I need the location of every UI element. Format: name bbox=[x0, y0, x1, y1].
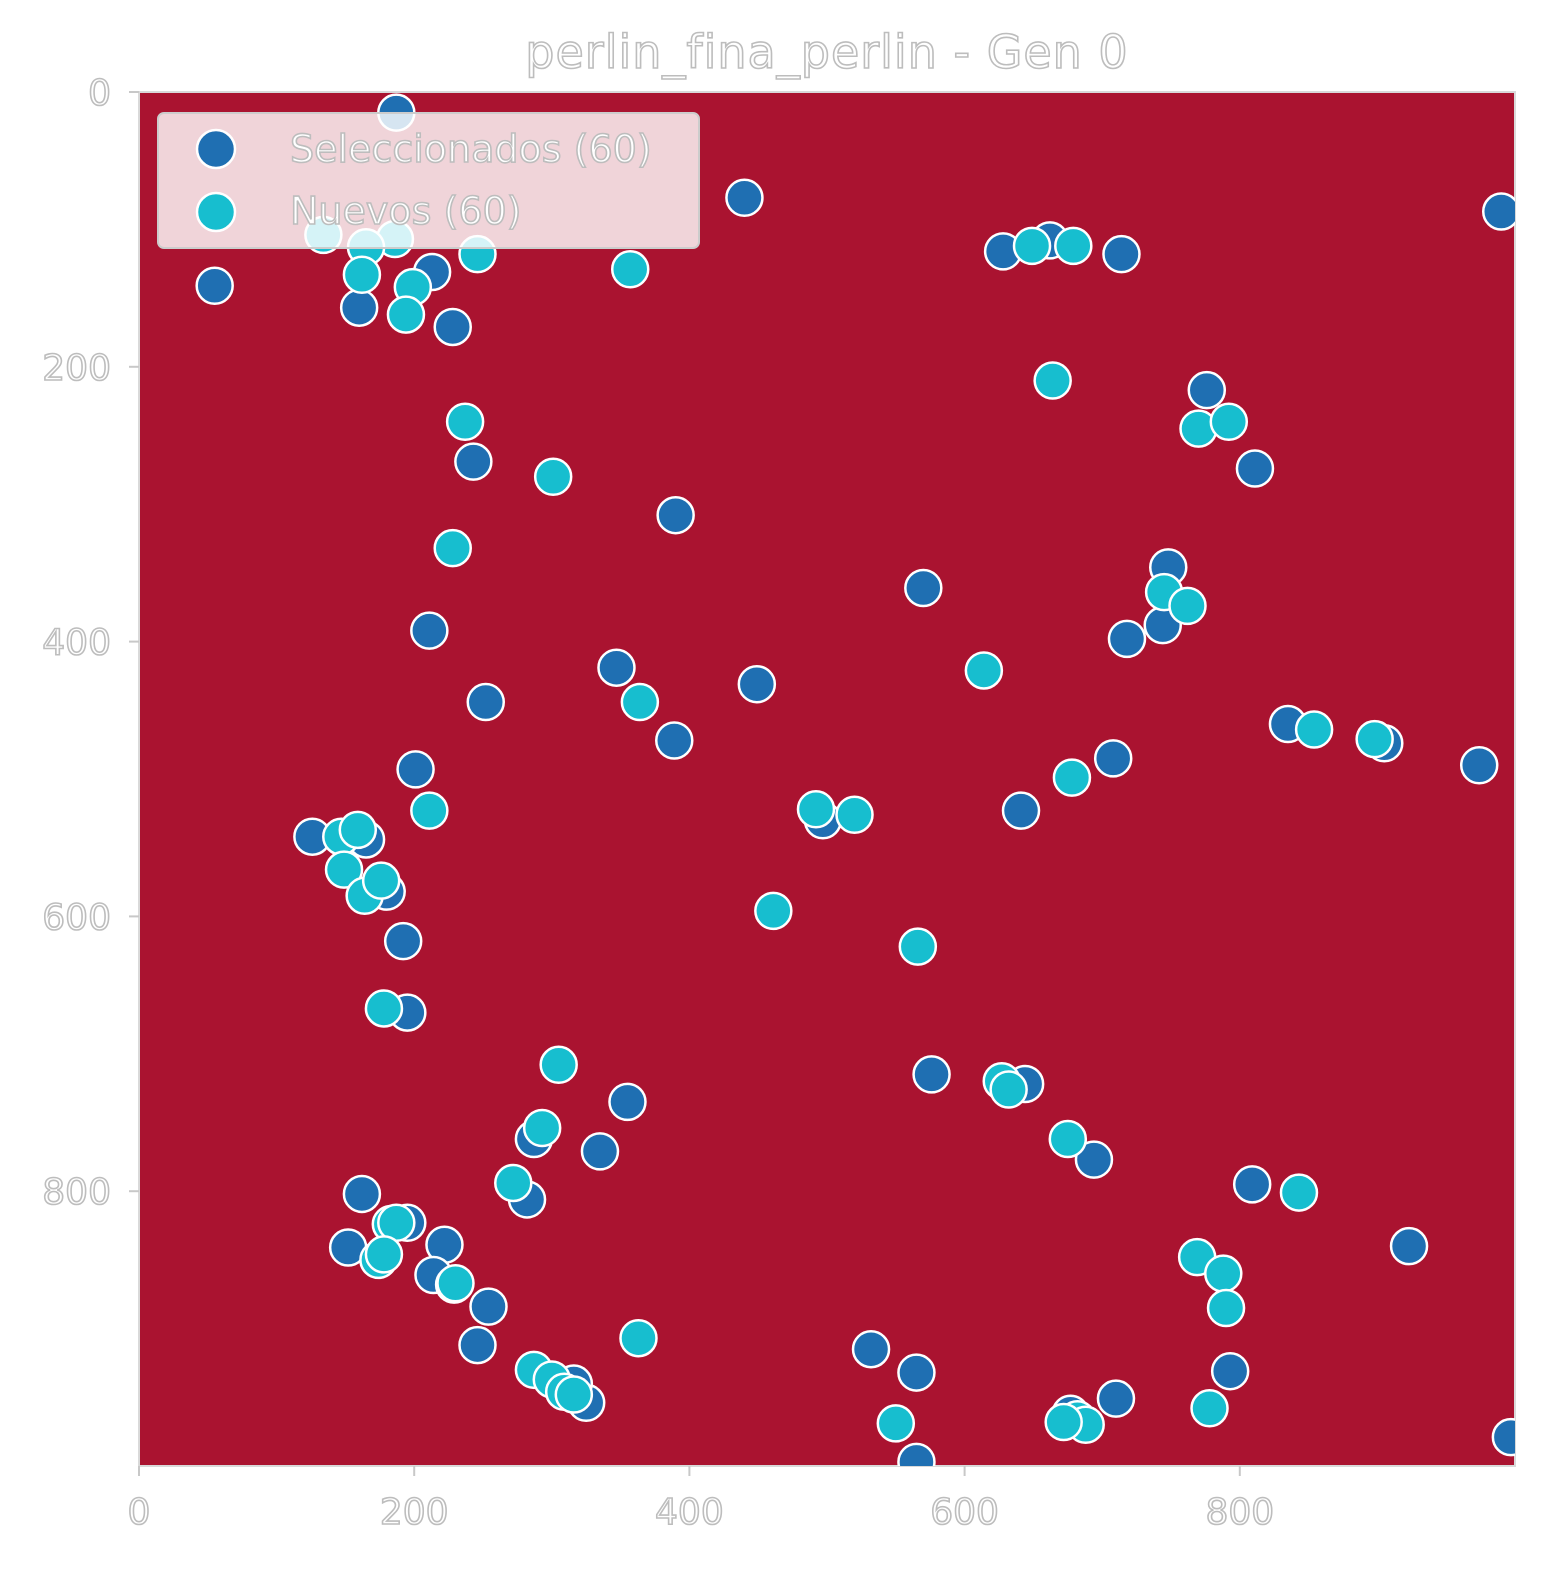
seleccionados-point bbox=[1235, 449, 1275, 488]
seleccionados-point bbox=[912, 1055, 951, 1094]
seleccionados-point bbox=[1107, 619, 1147, 659]
nuevos-point bbox=[835, 795, 874, 834]
nuevos-point bbox=[533, 457, 573, 496]
nuevos-point bbox=[386, 295, 426, 334]
seleccionados-point bbox=[339, 288, 379, 327]
nuevos-point bbox=[1294, 710, 1334, 749]
y-tick-label: 600 bbox=[42, 897, 111, 938]
nuevos-point bbox=[1279, 1173, 1319, 1212]
nuevos-point bbox=[436, 1264, 475, 1303]
nuevos-point bbox=[876, 1404, 916, 1443]
seleccionados-point bbox=[655, 721, 694, 760]
x-tick-label: 0 bbox=[128, 1492, 151, 1533]
legend-marker-seleccionados bbox=[195, 128, 237, 170]
seleccionados-point bbox=[608, 1082, 647, 1122]
legend-marker-nuevos bbox=[195, 191, 237, 233]
nuevos-point bbox=[539, 1045, 578, 1085]
nuevos-point bbox=[342, 255, 382, 294]
plot-frame bbox=[138, 91, 1516, 1467]
seleccionados-point bbox=[383, 921, 423, 961]
nuevos-point bbox=[364, 989, 404, 1028]
seleccionados-point bbox=[1102, 234, 1141, 274]
nuevos-point bbox=[1209, 402, 1249, 442]
y-tick-label: 400 bbox=[42, 623, 111, 664]
seleccionados-point bbox=[1093, 739, 1133, 778]
nuevos-point bbox=[433, 528, 472, 568]
legend-label-nuevos: Nuevos (60) bbox=[290, 189, 522, 233]
legend-box bbox=[157, 112, 700, 249]
nuevos-point bbox=[522, 1108, 562, 1148]
nuevos-point bbox=[1044, 1402, 1083, 1442]
nuevos-point bbox=[989, 1070, 1028, 1109]
nuevos-point bbox=[754, 891, 793, 931]
nuevos-point bbox=[964, 651, 1004, 690]
nuevos-point bbox=[1012, 226, 1052, 266]
seleccionados-point bbox=[1481, 192, 1515, 231]
nuevos-point bbox=[1168, 586, 1207, 626]
seleccionados-point bbox=[897, 1442, 936, 1466]
seleccionados-point bbox=[466, 682, 506, 722]
nuevos-point bbox=[324, 850, 364, 889]
nuevos-point bbox=[494, 1163, 533, 1203]
nuevos-point bbox=[410, 791, 449, 830]
seleccionados-point bbox=[1459, 746, 1499, 785]
seleccionados-point bbox=[1389, 1226, 1429, 1266]
nuevos-point bbox=[1048, 1119, 1088, 1159]
nuevos-point bbox=[1190, 1389, 1229, 1428]
x-tick-label: 800 bbox=[1205, 1492, 1274, 1533]
nuevos-point bbox=[898, 927, 938, 966]
axis-ticks: 0 200 400 600 800 0 200 400 600 800 bbox=[41, 72, 1274, 1534]
nuevos-point bbox=[1355, 719, 1394, 759]
seleccionados-point bbox=[725, 178, 764, 218]
nuevos-point bbox=[1206, 1288, 1246, 1328]
seleccionados-point bbox=[1001, 791, 1041, 830]
seleccionados-point bbox=[656, 495, 695, 535]
seleccionados-point bbox=[1187, 370, 1227, 410]
seleccionados-point bbox=[597, 648, 636, 687]
nuevos-point bbox=[361, 861, 401, 900]
seleccionados-point bbox=[1096, 1379, 1136, 1418]
seleccionados-point bbox=[1491, 1417, 1515, 1457]
seleccionados-point bbox=[433, 307, 472, 347]
seleccionados-point bbox=[342, 1174, 382, 1214]
x-tick-label: 200 bbox=[380, 1492, 449, 1533]
seleccionados-point bbox=[396, 750, 435, 789]
seleccionados-point bbox=[458, 1325, 497, 1365]
nuevos-point bbox=[796, 789, 836, 829]
nuevos-point bbox=[554, 1375, 594, 1414]
seleccionados-point bbox=[1074, 1140, 1114, 1179]
x-tick-label: 400 bbox=[655, 1492, 724, 1533]
seleccionados-point bbox=[737, 664, 777, 704]
seleccionados-point bbox=[851, 1329, 891, 1369]
nuevos-point bbox=[620, 682, 660, 722]
seleccionados-point bbox=[897, 1353, 936, 1392]
seleccionados-point bbox=[1210, 1351, 1250, 1391]
nuevos-point bbox=[338, 810, 378, 850]
seleccionados-point bbox=[904, 568, 943, 608]
seleccionados-point bbox=[410, 611, 449, 650]
seleccionados-point bbox=[580, 1132, 620, 1171]
y-tick-label: 0 bbox=[88, 73, 111, 114]
nuevos-point bbox=[1052, 758, 1092, 797]
seleccionados-point bbox=[195, 266, 234, 305]
x-tick-label: 600 bbox=[930, 1492, 999, 1533]
seleccionados-point bbox=[454, 442, 493, 481]
legend-label-seleccionados: Seleccionados (60) bbox=[290, 127, 652, 171]
nuevos-point bbox=[1204, 1254, 1243, 1293]
seleccionados-point bbox=[1232, 1165, 1272, 1204]
nuevos-point bbox=[1033, 361, 1072, 400]
legend: Seleccionados (60) Nuevos (60) bbox=[157, 112, 700, 249]
nuevos-point bbox=[619, 1318, 658, 1358]
y-tick-label: 200 bbox=[42, 348, 111, 389]
nuevos-point bbox=[610, 249, 650, 289]
nuevos-point bbox=[364, 1235, 404, 1274]
y-tick-label: 800 bbox=[42, 1172, 111, 1213]
nuevos-point bbox=[445, 402, 485, 442]
points-layer bbox=[195, 93, 1515, 1466]
nuevos-point bbox=[1054, 226, 1093, 266]
chart-title: perlin_fina_perlin - Gen 0 bbox=[525, 25, 1128, 79]
seleccionados-point bbox=[469, 1287, 508, 1326]
